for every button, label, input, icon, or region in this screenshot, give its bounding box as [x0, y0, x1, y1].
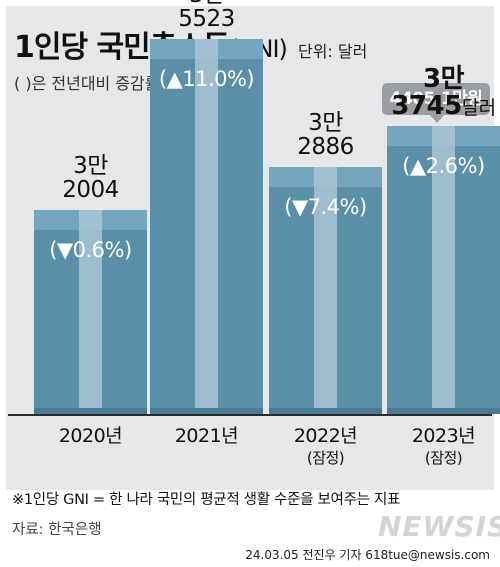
value-label-line1: 3만	[308, 110, 343, 136]
byline-credit: 24.03.05 전진우 기자 618tue@newsis.com	[245, 548, 490, 562]
x-tick-note: (잠정)	[424, 449, 463, 467]
x-axis-baseline	[8, 414, 492, 416]
value-label-line2: 2004	[62, 177, 119, 203]
bar-2023	[387, 126, 500, 414]
growth-label: (▲2.6%)	[402, 154, 485, 178]
growth-label: (▼0.6%)	[49, 238, 132, 262]
value-label: 3만 3745달러	[384, 66, 500, 122]
source-label: 자료: 한국은행	[12, 522, 102, 538]
value-label-line1: 3만	[147, 0, 267, 7]
bar-2021	[150, 39, 263, 414]
value-label-line1: 3만	[73, 153, 108, 179]
value-label: 3만 2004	[31, 154, 151, 202]
value-unit: 달러	[461, 97, 496, 119]
value-label-line1: 3만	[422, 64, 465, 94]
x-tick-label: 2022년 (잠정)	[266, 425, 386, 469]
value-label-line2: 5523	[178, 6, 235, 32]
unit-label: 단위: 달러	[297, 42, 368, 61]
x-tick-note: (잠정)	[306, 449, 345, 467]
value-label: 3만 2886	[266, 111, 386, 159]
highlight-callout: 4405.1만원	[382, 83, 490, 115]
growth-note: ( )은 전년대비 증감률	[14, 74, 160, 93]
value-label-line2: 3745달러	[391, 91, 496, 121]
x-tick-label: 2020년	[58, 425, 123, 447]
growth-label: (▲11.0%)	[158, 67, 255, 91]
newsis-logo: NEWSIS	[378, 510, 500, 543]
footnote: ※1인당 GNI = 한 나라 국민의 평균적 생활 수준을 보여주는 지표	[12, 492, 401, 508]
value-label-line2: 2886	[297, 134, 354, 160]
callout-pointer	[430, 115, 444, 123]
x-tick-label: 2023년 (잠정)	[384, 425, 500, 469]
growth-label: (▼7.4%)	[284, 195, 367, 219]
value-label: 3만5523	[147, 0, 267, 31]
bar-2020	[34, 210, 147, 414]
bar-2022	[269, 167, 382, 414]
x-tick-label: 2021년	[174, 425, 239, 447]
